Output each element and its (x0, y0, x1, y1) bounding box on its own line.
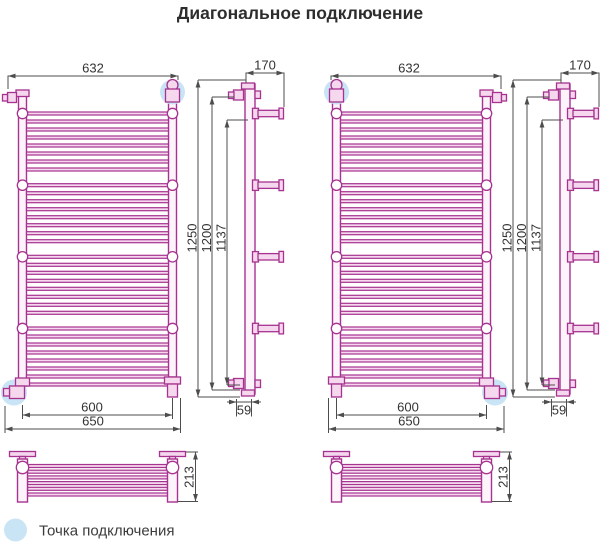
dim-height-connection-right: 1137 (529, 224, 544, 252)
top-view-left (10, 452, 199, 503)
dim-wall-offset-left: 59 (237, 403, 251, 418)
dim-mount-width-right: 632 (398, 61, 420, 76)
connection-point-legend-icon (4, 518, 27, 542)
dim-depth-right: 170 (569, 58, 591, 73)
dim-shelf-depth-left: 213 (182, 466, 197, 488)
dim-conn-spacing-left: 600 (81, 400, 103, 415)
front-view-right (324, 76, 508, 434)
dim-mount-width-left: 632 (82, 61, 104, 76)
dim-conn-spacing-right: 600 (397, 400, 419, 415)
top-view-right (324, 452, 513, 503)
dim-height-rail-left: 1200 (199, 224, 214, 253)
dim-wall-offset-right: 59 (552, 403, 566, 418)
dim-shelf-depth-right: 213 (496, 466, 511, 488)
legend-label: Точка подключения (39, 523, 174, 540)
dim-height-overall-right: 1250 (500, 224, 515, 253)
dim-height-overall-left: 1250 (185, 224, 200, 253)
dim-width-overall-right: 650 (398, 414, 420, 429)
dim-height-rail-right: 1200 (514, 224, 529, 253)
front-view-left (1, 76, 185, 434)
page-title: Диагональное подключение (177, 3, 423, 23)
dim-depth-left: 170 (254, 58, 276, 73)
dim-height-connection-left: 1137 (214, 224, 229, 252)
dim-width-overall-left: 650 (82, 414, 104, 429)
